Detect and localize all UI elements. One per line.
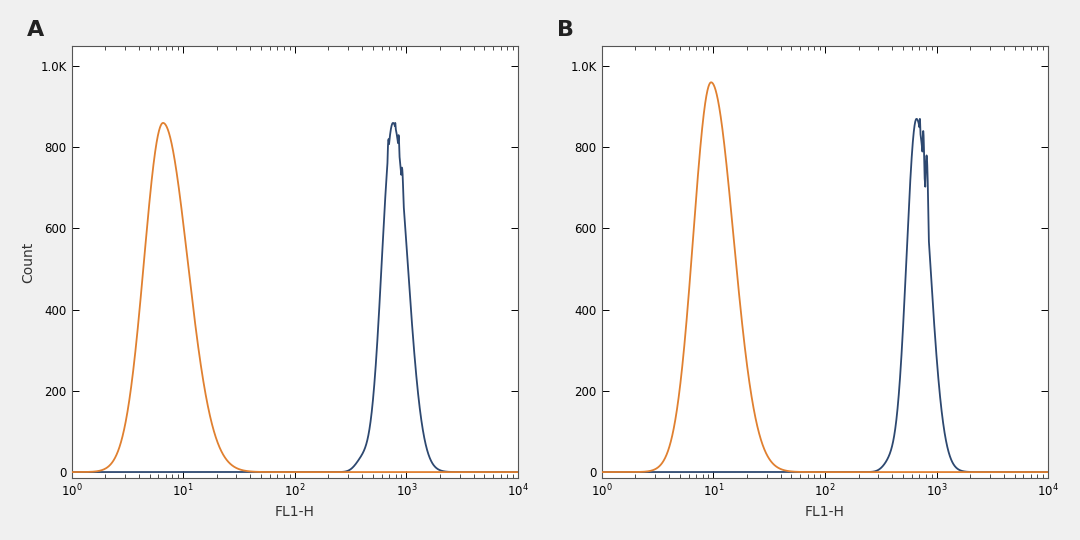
X-axis label: FL1-H: FL1-H xyxy=(274,505,314,519)
Text: A: A xyxy=(27,20,44,40)
X-axis label: FL1-H: FL1-H xyxy=(805,505,845,519)
Y-axis label: Count: Count xyxy=(21,241,35,282)
Text: B: B xyxy=(557,20,575,40)
